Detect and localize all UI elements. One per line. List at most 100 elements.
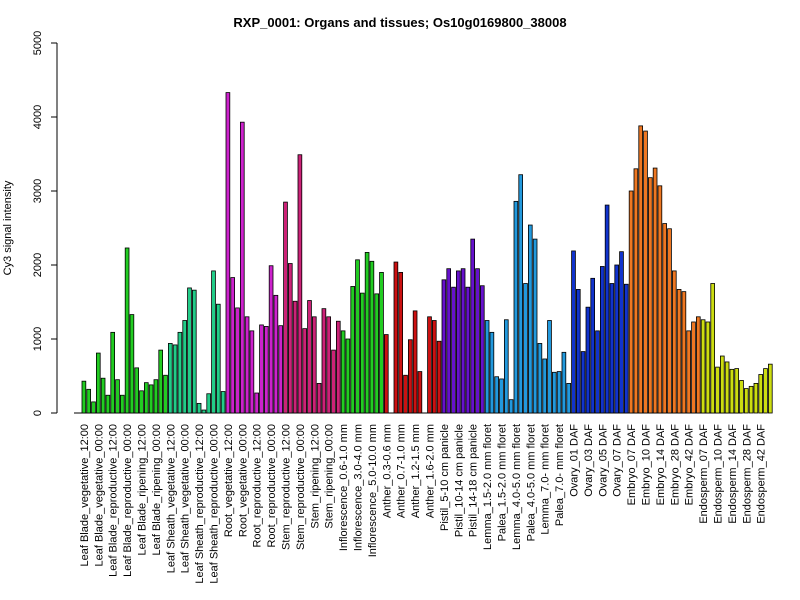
x-tick-label: Stem_ripening_12:00	[309, 424, 321, 529]
bar	[383, 334, 389, 414]
bar	[758, 374, 763, 414]
x-tick-label: Stem_reproductive_12:00	[281, 424, 293, 550]
bar	[158, 349, 164, 414]
bar	[412, 310, 418, 414]
x-axis-tick-labels: Leaf Blade_vegetative_12:00 Leaf Blade_ve…	[79, 424, 768, 584]
y-tick-label: 3000	[32, 179, 44, 203]
bar	[720, 355, 725, 414]
x-tick-label: Lemma_1.5-2.0 mm floret	[482, 424, 494, 550]
bar	[143, 382, 149, 414]
x-tick-label: Embryo_07 DAF	[626, 424, 638, 506]
bar	[225, 92, 231, 414]
x-tick-label: Endosperm_10 DAF	[713, 424, 725, 524]
x-tick-label: Root_vegetative_00:00	[237, 424, 249, 537]
bar	[115, 379, 120, 414]
bar	[417, 371, 423, 414]
bar	[91, 401, 96, 414]
bar	[340, 330, 346, 414]
x-tick-label: Ovary_05 DAF	[597, 424, 609, 497]
bar	[686, 330, 691, 414]
x-tick-label: Anther_0.3-0.6 mm	[381, 424, 393, 518]
bar	[681, 291, 687, 414]
bar	[763, 368, 768, 414]
bar	[648, 177, 653, 414]
bar	[734, 368, 739, 414]
bar	[124, 247, 130, 414]
bar	[590, 277, 595, 414]
bar	[201, 409, 207, 414]
bar	[537, 343, 543, 414]
bar	[662, 223, 667, 414]
x-tick-label: Palea_7.0- mm floret	[554, 424, 566, 526]
bar	[182, 320, 188, 414]
bar	[86, 388, 92, 414]
x-tick-label: Root_vegetative_12:00	[223, 424, 235, 537]
bar	[230, 277, 236, 414]
bar	[643, 130, 648, 414]
bar	[455, 270, 461, 414]
bar	[187, 287, 192, 414]
x-tick-label: Leaf Blade_reproductive_00:00	[122, 424, 134, 577]
bar	[134, 367, 140, 414]
x-tick-label: Pistil_14-18 cm panicle	[468, 424, 480, 537]
bar	[556, 371, 562, 414]
bar	[235, 307, 240, 414]
bar	[431, 320, 437, 414]
bar	[768, 363, 773, 414]
bar	[638, 125, 643, 414]
bar	[753, 382, 759, 414]
bar	[696, 316, 701, 414]
bar	[345, 338, 351, 414]
x-tick-label: Ovary_01 DAF	[569, 424, 581, 497]
bar	[403, 374, 408, 414]
bar	[518, 174, 523, 414]
bar	[552, 371, 557, 414]
bar	[302, 328, 307, 414]
bar	[715, 366, 720, 414]
x-tick-label: Inflorescence_0.6-1.0 mm	[338, 424, 350, 551]
y-tick-label: 5000	[32, 31, 44, 55]
x-tick-label: Stem_reproductive_00:00	[295, 424, 307, 550]
x-tick-label: Anther_1.2-1.5 mm	[410, 424, 422, 518]
bar	[739, 380, 744, 414]
bar	[326, 316, 331, 414]
bar	[513, 200, 519, 414]
bar	[585, 306, 591, 414]
bar	[705, 321, 711, 414]
bar	[81, 380, 87, 414]
bar	[436, 340, 442, 414]
bar	[364, 252, 370, 414]
bar	[571, 250, 576, 414]
bar	[278, 325, 283, 414]
bar	[465, 286, 471, 414]
bar	[744, 388, 749, 414]
y-axis: 0 1000 2000 3000 4000 5000	[32, 31, 58, 416]
x-tick-label: Root_reproductive_00:00	[266, 424, 278, 548]
bar	[729, 368, 735, 414]
bar	[508, 399, 514, 414]
x-tick-label: Lemma_4.0-5.0 mm floret	[511, 424, 523, 550]
bar	[676, 289, 682, 414]
bar	[479, 285, 485, 414]
bar	[321, 308, 327, 414]
bar	[547, 320, 552, 414]
x-tick-label: Pistil_10-14 cm panicle	[453, 424, 465, 537]
bar	[748, 385, 754, 414]
bar	[503, 319, 509, 414]
x-tick-label: Anther_0.7-1.0 mm	[396, 424, 408, 518]
x-tick-label: Leaf Blade_reproductive_12:00	[108, 424, 120, 577]
x-tick-label: Endosperm_07 DAF	[698, 424, 710, 524]
x-tick-label: Palea_4.0-5.0 mm floret	[525, 424, 537, 541]
x-tick-label: Ovary_03 DAF	[583, 424, 595, 497]
bar	[259, 324, 264, 414]
bar	[441, 279, 447, 414]
x-tick-label: Endosperm_42 DAF	[756, 424, 768, 524]
bar	[595, 330, 600, 414]
bar	[331, 349, 336, 414]
bar	[470, 238, 475, 414]
bar	[177, 331, 183, 414]
y-tick-label: 0	[32, 410, 44, 416]
bar	[244, 316, 250, 414]
x-tick-label: Leaf Sheath_reproductive_12:00	[194, 424, 206, 584]
x-tick-label: Pistil_5-10 cm panicle	[439, 424, 451, 531]
